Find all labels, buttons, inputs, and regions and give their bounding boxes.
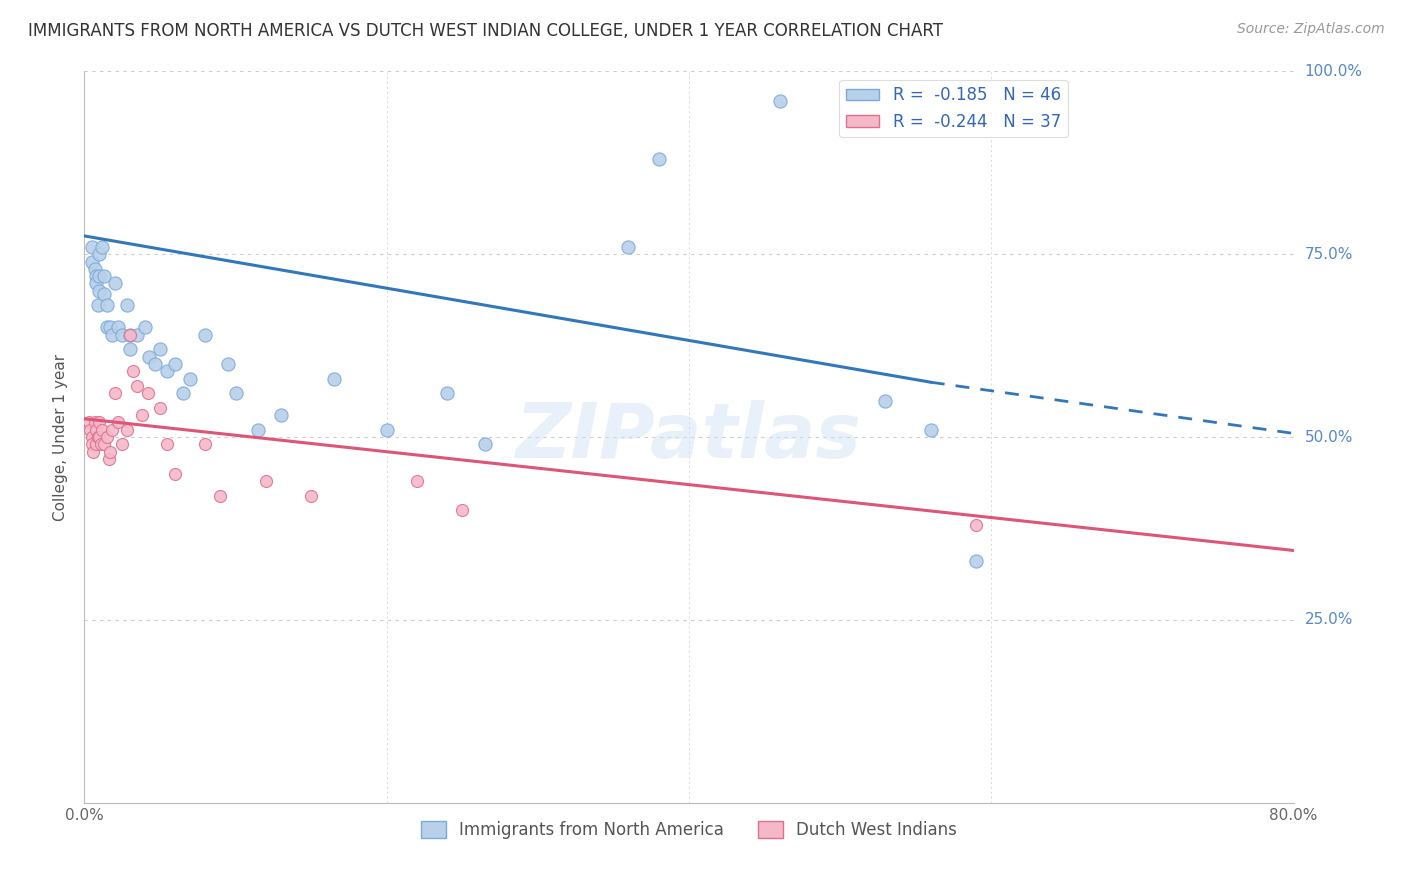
Point [209, 489, 232, 503]
Point [451, 503, 474, 517]
Point [165, 357, 187, 371]
Point [89, 247, 111, 261]
Point [80, 240, 103, 254]
Point [86, 269, 108, 284]
Point [77, 416, 100, 430]
Point [91, 423, 114, 437]
Text: ZIPatlas: ZIPatlas [516, 401, 862, 474]
Point [965, 554, 987, 568]
Text: 25.0%: 25.0% [1305, 613, 1353, 627]
Point [769, 94, 792, 108]
Point [84, 416, 107, 430]
Point [254, 474, 277, 488]
Point [134, 320, 156, 334]
Point [179, 371, 201, 385]
Point [474, 437, 496, 451]
Point [127, 327, 149, 342]
Point [107, 416, 129, 430]
Text: 50.0%: 50.0% [1305, 430, 1353, 444]
Point [217, 357, 239, 371]
Point [118, 327, 141, 342]
Point [156, 437, 179, 451]
Point [96, 298, 118, 312]
Point [96, 320, 118, 334]
Point [111, 437, 134, 451]
Point [118, 343, 141, 357]
Point [156, 364, 179, 378]
Point [79, 423, 101, 437]
Point [436, 386, 458, 401]
Point [322, 371, 344, 385]
Point [149, 343, 172, 357]
Point [98, 444, 121, 458]
Point [89, 430, 111, 444]
Point [89, 284, 111, 298]
Y-axis label: College, Under 1 year: College, Under 1 year [53, 353, 69, 521]
Point [84, 261, 107, 276]
Point [97, 452, 120, 467]
Point [87, 430, 110, 444]
Point [80, 254, 103, 268]
Point [299, 489, 322, 503]
Point [104, 277, 127, 291]
Point [920, 423, 942, 437]
Point [375, 423, 398, 437]
Point [115, 423, 138, 437]
Point [127, 379, 149, 393]
Point [90, 437, 112, 451]
Point [86, 437, 108, 451]
Text: IMMIGRANTS FROM NORTH AMERICA VS DUTCH WEST INDIAN COLLEGE, UNDER 1 YEAR CORRELA: IMMIGRANTS FROM NORTH AMERICA VS DUTCH W… [28, 22, 943, 40]
Text: Source: ZipAtlas.com: Source: ZipAtlas.com [1237, 22, 1385, 37]
Point [89, 269, 111, 284]
Point [89, 416, 111, 430]
Point [93, 269, 115, 284]
Point [270, 408, 292, 422]
Point [406, 474, 429, 488]
Point [965, 517, 987, 532]
Legend: Immigrants from North America, Dutch West Indians: Immigrants from North America, Dutch Wes… [415, 814, 963, 846]
Point [107, 320, 129, 334]
Point [131, 408, 153, 422]
Point [93, 287, 115, 301]
Text: 100.0%: 100.0% [1305, 64, 1362, 78]
Point [96, 430, 118, 444]
Point [136, 386, 159, 401]
Point [98, 320, 121, 334]
Point [80, 430, 103, 444]
Point [875, 393, 897, 408]
Point [138, 350, 160, 364]
Point [93, 437, 115, 451]
Point [149, 401, 172, 415]
Point [225, 386, 247, 401]
Point [86, 423, 108, 437]
Point [172, 386, 194, 401]
Point [194, 437, 217, 451]
Point [648, 152, 671, 166]
Point [82, 444, 104, 458]
Point [111, 327, 134, 342]
Point [86, 277, 108, 291]
Point [165, 467, 187, 481]
Point [617, 240, 640, 254]
Point [194, 327, 217, 342]
Point [87, 298, 110, 312]
Point [100, 327, 122, 342]
Point [247, 423, 270, 437]
Point [121, 364, 143, 378]
Point [104, 386, 127, 401]
Point [118, 327, 141, 342]
Point [91, 240, 114, 254]
Text: 75.0%: 75.0% [1305, 247, 1353, 261]
Point [100, 423, 122, 437]
Point [145, 357, 167, 371]
Point [115, 298, 138, 312]
Point [80, 437, 103, 451]
